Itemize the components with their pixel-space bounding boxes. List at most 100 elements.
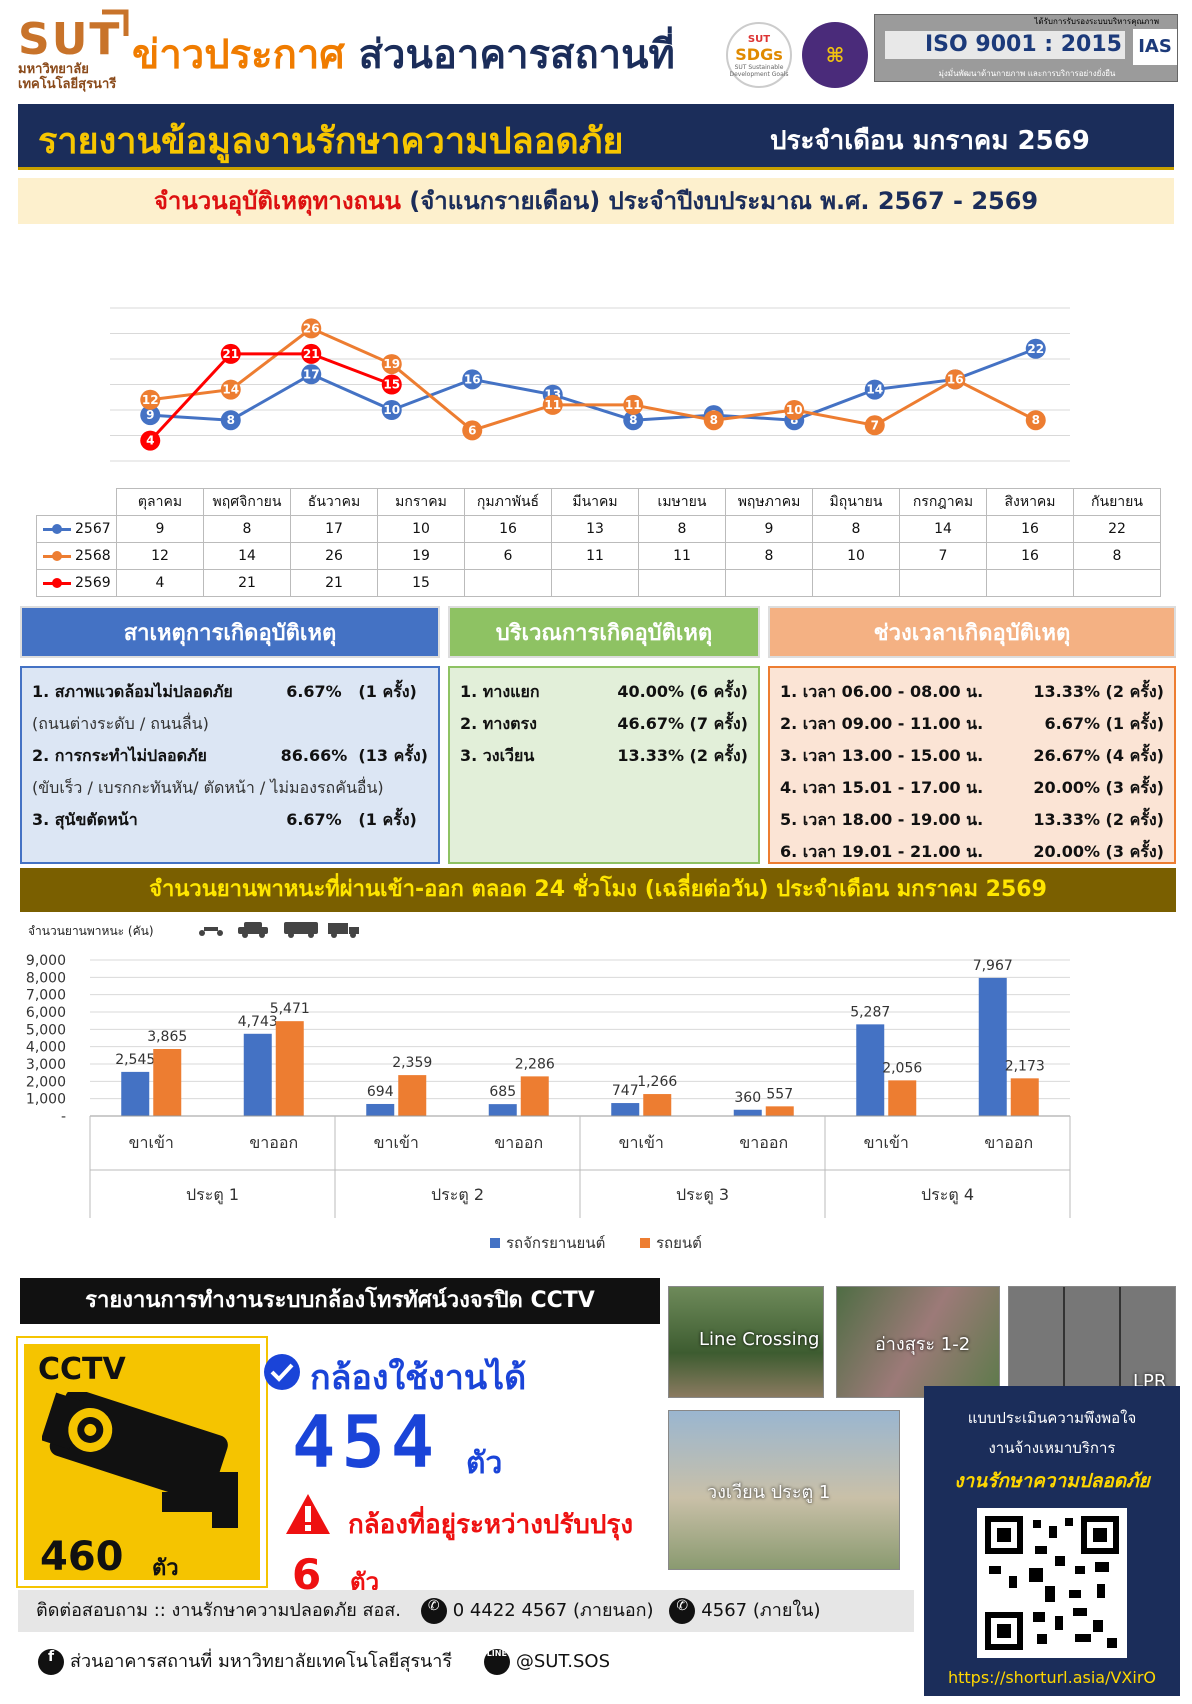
data-point — [140, 389, 161, 410]
time-value: 20.00% (3 ครั้ง) — [1033, 842, 1164, 861]
time-label: 1. เวลา 06.00 - 08.00 น. — [780, 682, 984, 701]
time-label: 3. เวลา 13.00 - 15.00 น. — [780, 746, 984, 765]
bar-value-label: 3,865 — [147, 1029, 187, 1045]
data-point — [462, 369, 483, 390]
y-tick-label: 5,000 — [26, 1022, 66, 1038]
cctv-photo-lpr[interactable]: LPR — [1008, 1286, 1176, 1398]
y-tick-label: 4,000 — [26, 1040, 66, 1056]
table-cell — [986, 569, 1074, 597]
bar — [488, 1104, 517, 1116]
accident-line-chart: 9817101613898141622121426196111181071684… — [110, 307, 1070, 462]
line-id[interactable]: @SUT.SOS — [515, 1651, 611, 1672]
org-name: มหาวิทยาลัยเทคโนโลยีสุรนารี — [18, 62, 117, 92]
data-point — [381, 354, 402, 375]
cctv-photo-line-crossing[interactable]: Line Crossing — [668, 1286, 824, 1398]
y-tick-label: 7,000 — [26, 988, 66, 1004]
data-point — [623, 410, 644, 431]
bar-value-label: 1,266 — [637, 1074, 677, 1090]
series-line-2567 — [150, 347, 1037, 422]
times-box: 1. เวลา 06.00 - 08.00 น. 13.33% (2 ครั้ง)… — [768, 666, 1176, 864]
cause-pct: 86.66% — [280, 746, 348, 765]
data-point — [220, 343, 241, 364]
page-title: ข่าวประกาศ ส่วนอาคารสถานที่ — [132, 22, 675, 86]
survey-line2: งานจ้างเหมาบริการ — [988, 1439, 1116, 1457]
qr-code[interactable] — [977, 1508, 1127, 1658]
social-bar: f ส่วนอาคารสถานที่ มหาวิทยาลัยเทคโนโลยีสุ… — [18, 1644, 610, 1680]
data-point — [301, 343, 322, 364]
bar-value-label: 5,471 — [270, 1001, 310, 1017]
area-value: 40.00% (6 ครั้ง) — [617, 682, 748, 701]
sdgs-logo: SUT SDGs SUT Sustainable Development Goals — [726, 22, 792, 88]
cctv-photo-roundabout[interactable]: วงเวียน ประตู 1 — [668, 1410, 900, 1570]
bar-value-label: 2,173 — [1005, 1058, 1045, 1074]
data-label: 8 — [629, 413, 637, 427]
time-item: 4. เวลา 15.01 - 17.00 น. 20.00% (3 ครั้ง) — [780, 772, 1164, 804]
y-tick-label: 2,000 — [26, 1074, 66, 1090]
data-label: 8 — [227, 413, 235, 427]
data-label: 16 — [947, 372, 964, 386]
table-cell — [899, 569, 987, 597]
report-period: ประจำเดือน มกราคม 2569 — [770, 126, 1090, 156]
cause-label: 3. สุนัขตัดหน้า — [32, 810, 138, 829]
vehicle-icons — [199, 922, 359, 938]
data-label: 21 — [222, 347, 239, 361]
time-label: 4. เวลา 15.01 - 17.00 น. — [780, 778, 984, 797]
camera-ok-label: กล้องใช้งานได้ — [310, 1358, 527, 1398]
legend-label: รถยนต์ — [656, 1234, 702, 1252]
times-header: ช่วงเวลาเกิดอุบัติเหตุ — [768, 606, 1176, 658]
bar-value-label: 2,056 — [882, 1060, 922, 1076]
iso-label: ISO 9001 : 2015 — [885, 31, 1125, 59]
category-label: ขาเข้า — [619, 1133, 664, 1152]
vehicle-banner: จำนวนยานพาหนะที่ผ่านเข้า-ออก ตลอด 24 ชั่… — [20, 868, 1176, 912]
bar — [978, 977, 1007, 1116]
time-label: 2. เวลา 09.00 - 11.00 น. — [780, 714, 984, 733]
area-value: 46.67% (7 ครั้ง) — [617, 714, 748, 733]
table-corner — [37, 489, 117, 516]
y-tick-label: - — [61, 1109, 66, 1125]
title-news: ข่าวประกาศ — [132, 32, 345, 78]
data-label: 8 — [1032, 413, 1040, 427]
causes-box: 1. สภาพแวดล้อมไม่ปลอดภัย 6.67% (1 ครั้ง) … — [20, 666, 440, 864]
table-cell: 15 — [377, 569, 465, 597]
areas-header: บริเวณการเกิดอุบัติเหตุ — [448, 606, 760, 658]
survey-url[interactable]: https://shorturl.asia/VXirO — [947, 1668, 1157, 1687]
accident-subtitle: จำนวนอุบัติเหตุทางถนน (จำแนกรายเดือน) ปร… — [18, 178, 1174, 224]
cctv-title: รายงานการทำงานระบบกล้องโทรทัศน์วงจรปิด C… — [20, 1278, 660, 1324]
cctv-sign: CCTV 460 ตัว — [16, 1336, 268, 1588]
table-row: 2569 4 21 21 15 — [36, 569, 1161, 597]
data-label: 21 — [303, 347, 320, 361]
time-value: 26.67% (4 ครั้ง) — [1033, 746, 1164, 765]
table-cell: 12 — [116, 542, 204, 570]
line-icon: LINE — [483, 1649, 510, 1675]
facebook-page[interactable]: ส่วนอาคารสถานที่ มหาวิทยาลัยเทคโนโลยีสุร… — [70, 1651, 453, 1672]
series-label: 2567 — [36, 515, 117, 543]
survey-line1: แบบประเมินความพึงพอใจ — [967, 1409, 1137, 1427]
table-cell — [1073, 569, 1161, 597]
month-header: กุมภาพันธ์ — [464, 488, 552, 516]
table-cell: 8 — [1073, 542, 1161, 570]
data-label: 14 — [222, 383, 239, 397]
bar — [888, 1080, 917, 1116]
table-cell: 8 — [812, 515, 900, 543]
y-tick-label: 9,000 — [26, 953, 66, 969]
data-label: 16 — [464, 372, 481, 386]
table-cell — [638, 569, 726, 597]
title-dept: ส่วนอาคารสถานที่ — [358, 32, 675, 78]
legend-swatch — [43, 550, 71, 561]
iso-tagline: มุ่งมั่นพัฒนาด้านกายภาพ และการบริการอย่า… — [938, 69, 1116, 78]
data-label: 8 — [710, 413, 718, 427]
vehicle-unit-label: จำนวนยานพาหนะ (คัน) — [28, 924, 154, 938]
data-label: 19 — [383, 357, 400, 371]
phone-internal[interactable]: 4567 (ภายใน) — [701, 1600, 821, 1621]
phone-external[interactable]: 0 4422 4567 (ภายนอก) — [452, 1600, 654, 1621]
report-title: รายงานข้อมูลงานรักษาความปลอดภัย — [38, 121, 624, 162]
table-cell — [812, 569, 900, 597]
bar — [121, 1071, 150, 1116]
table-cell — [551, 569, 639, 597]
facebook-icon: f — [38, 1649, 64, 1675]
month-header: กันยายน — [1073, 488, 1161, 516]
series-line-2568 — [150, 326, 1037, 433]
cctv-photo-road[interactable]: อ่างสุระ 1-2 — [836, 1286, 1000, 1398]
y-tick-label: 1,000 — [26, 1092, 66, 1108]
cause-pct: 6.67% — [286, 682, 342, 701]
